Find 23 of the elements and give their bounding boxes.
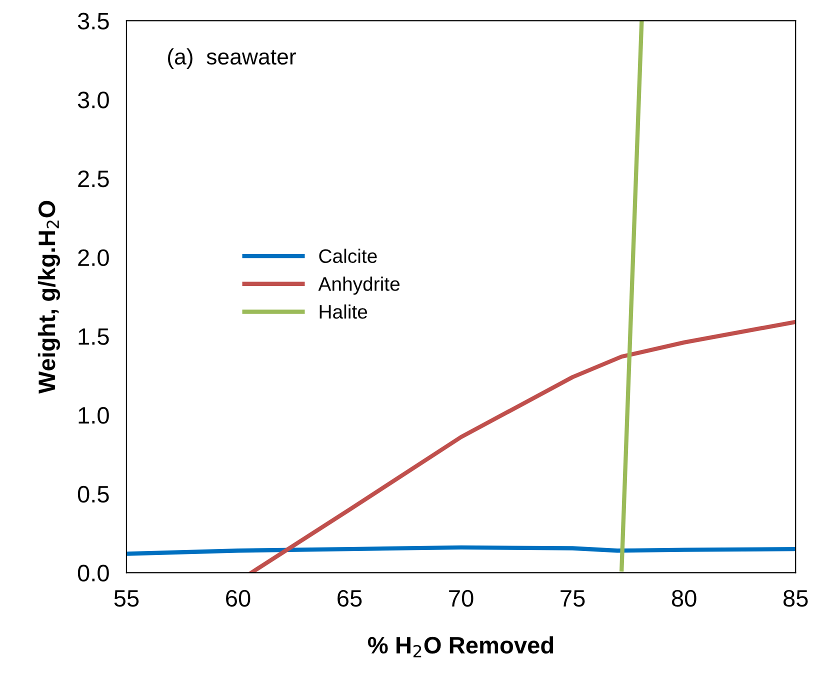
y-tick-label: 3.5 [78,12,109,30]
y-axis-title: Weight, g/kg.H$_{2}$O [38,200,60,394]
x-tick-label: 65 [338,590,362,607]
legend-label: Calcite [319,248,377,264]
x-tick-label: 75 [560,590,585,607]
y-tick-label: 0.5 [78,486,109,503]
line-series [126,545,796,556]
x-tick-label: 85 [783,590,808,607]
y-tick-label: 2.5 [78,170,109,188]
y-tick-label: 3.0 [78,92,109,108]
x-tick-label: 55 [114,590,139,607]
y-tick-label: 1.5 [78,328,109,345]
x-tick-label: 70 [449,590,474,607]
y-tick-label: 2.0 [78,249,109,266]
line-series [249,320,796,573]
y-tick-label: 1.0 [78,407,109,424]
legend-label: Anhydrite [318,276,400,295]
x-tick-label: 60 [226,590,250,607]
y-tick-label: 0.0 [78,564,109,582]
legend-label: Halite [320,304,368,319]
annotation: (a) seawater [168,48,296,70]
x-tick-label: 80 [672,590,696,607]
x-axis-title: % H$_{2}$O Removed [368,636,554,658]
